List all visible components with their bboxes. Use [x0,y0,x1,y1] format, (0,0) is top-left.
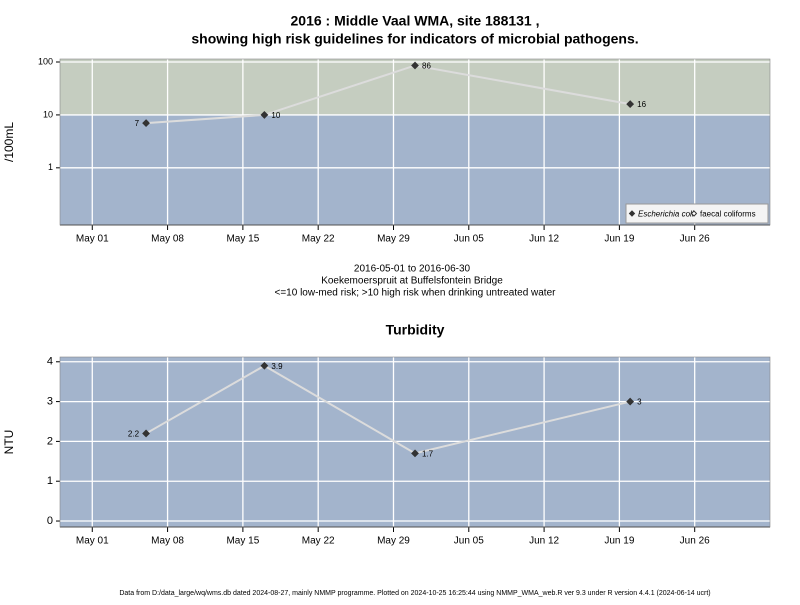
data-label: 10 [271,111,280,120]
plot-frame [59,356,771,528]
data-point [626,100,635,109]
data-point [626,397,635,406]
x-tick-label: May 29 [377,234,410,245]
x-tick-label: Jun 12 [529,234,559,245]
x-tick-label: Jun 26 [680,234,710,245]
y-tick-label: 100 [38,56,53,66]
note: <=10 low-med risk; >10 high risk when dr… [275,288,557,299]
data-label: 2.2 [128,430,140,439]
data-label: 1.7 [422,449,434,458]
y-tick-label: 3 [47,395,53,407]
note: 2016-05-01 to 2016-06-30 [354,264,471,275]
y-axis-label: /100mL [2,122,16,162]
chart-title: Turbidity [386,322,445,338]
x-tick-label: May 22 [302,234,335,245]
legend-label: faecal coliforms [700,210,756,219]
data-point [411,61,419,70]
x-tick-label: Jun 05 [454,234,484,245]
series-line [145,64,631,125]
data-point [411,449,419,458]
x-tick-label: May 29 [377,536,410,547]
x-tick-label: May 08 [151,234,184,245]
data-label: 3 [637,398,642,407]
data-label: 7 [135,119,140,128]
x-tick-label: May 01 [76,234,109,245]
y-tick-label: 1 [47,475,53,487]
legend-label: Escherichia coli [638,210,694,219]
data-point [142,119,150,128]
x-tick-label: May 01 [76,536,109,547]
x-tick-label: Jun 19 [604,234,634,245]
x-tick-label: May 22 [302,536,335,547]
series-line [145,364,631,455]
y-tick-label: 2 [47,435,53,447]
note: Koekemoerspruit at Buffelsfontein Bridge [321,276,503,287]
y-tick-label: 0 [47,515,53,527]
data-point [260,361,269,370]
x-tick-label: Jun 05 [454,536,484,547]
plot-frame [59,58,771,226]
chart-title: 2016 : Middle Vaal WMA, site 188131 , [291,13,540,29]
y-tick-label: 10 [43,109,53,119]
data-label: 16 [637,100,646,109]
y-axis-label: NTU [2,430,16,455]
data-point [142,429,150,438]
legend-marker [628,210,636,217]
x-tick-label: May 08 [151,536,184,547]
y-tick-label: 1 [48,162,53,172]
legend-marker [690,210,698,217]
data-label: 3.9 [271,362,283,371]
footer: Data from D:/data_large/wq/wms.db dated … [119,590,710,597]
chart-title: showing high risk guidelines for indicat… [191,31,638,47]
y-tick-label: 4 [47,356,53,368]
x-tick-label: May 15 [226,536,259,547]
x-tick-label: Jun 19 [604,536,634,547]
legend: Escherichia coli faecal coliforms [625,203,769,224]
x-tick-label: May 15 [226,234,259,245]
x-tick-label: Jun 26 [680,536,710,547]
data-label: 86 [422,62,431,71]
data-point [260,111,269,119]
x-tick-label: Jun 12 [529,536,559,547]
